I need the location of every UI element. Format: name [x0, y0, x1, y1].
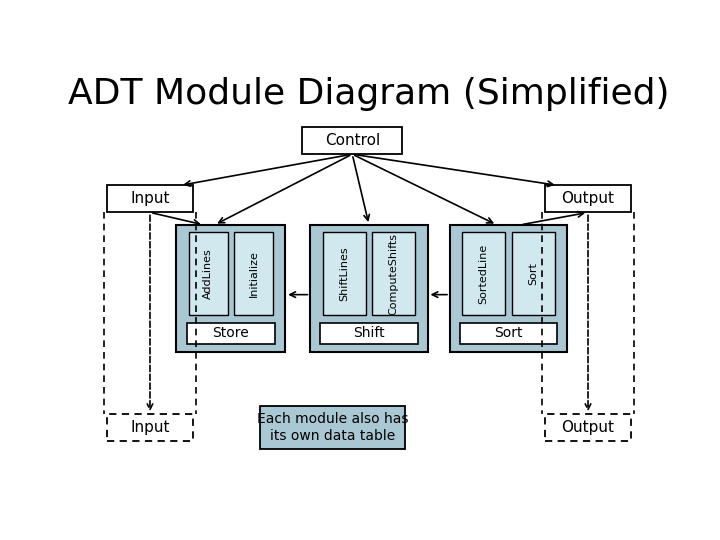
- Text: ShiftLines: ShiftLines: [339, 246, 349, 301]
- Bar: [189, 232, 228, 315]
- Bar: [302, 127, 402, 154]
- Text: Input: Input: [130, 420, 170, 435]
- Bar: [323, 232, 366, 315]
- Bar: [545, 185, 631, 212]
- Bar: [545, 414, 631, 441]
- Bar: [450, 225, 567, 352]
- Text: Shift: Shift: [354, 326, 384, 340]
- Bar: [462, 232, 505, 315]
- Bar: [460, 322, 557, 344]
- Bar: [512, 232, 555, 315]
- Bar: [107, 185, 193, 212]
- Text: Each module also has
its own data table: Each module also has its own data table: [257, 413, 408, 443]
- Text: SortedLine: SortedLine: [479, 244, 489, 304]
- Text: Output: Output: [562, 191, 614, 206]
- Bar: [260, 406, 405, 449]
- Bar: [107, 414, 193, 441]
- Text: Control: Control: [325, 133, 380, 148]
- Text: Initialize: Initialize: [248, 251, 258, 297]
- Text: ComputeShifts: ComputeShifts: [389, 233, 399, 315]
- Bar: [310, 225, 428, 352]
- Bar: [186, 322, 275, 344]
- Text: Output: Output: [562, 420, 614, 435]
- Bar: [234, 232, 273, 315]
- Text: ADT Module Diagram (Simplified): ADT Module Diagram (Simplified): [68, 77, 670, 111]
- Bar: [176, 225, 285, 352]
- Text: Sort: Sort: [528, 262, 539, 285]
- Text: AddLines: AddLines: [203, 248, 213, 299]
- Text: Input: Input: [130, 191, 170, 206]
- Bar: [320, 322, 418, 344]
- Bar: [372, 232, 415, 315]
- Text: Store: Store: [212, 326, 249, 340]
- Text: Sort: Sort: [494, 326, 523, 340]
